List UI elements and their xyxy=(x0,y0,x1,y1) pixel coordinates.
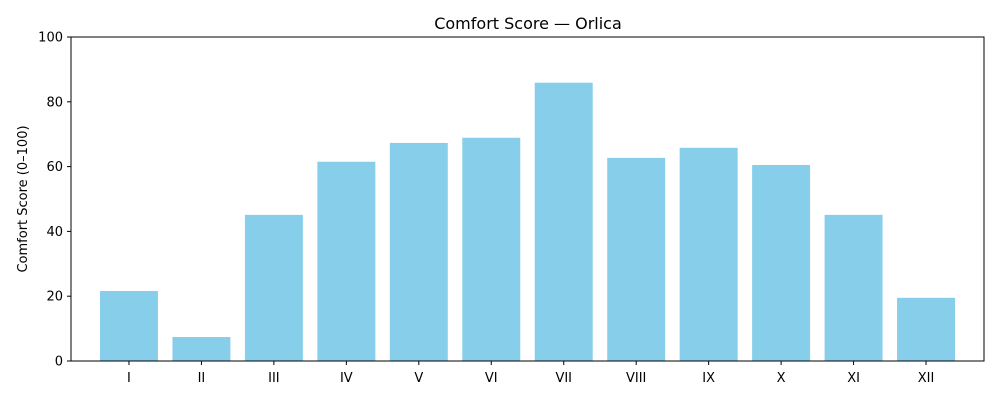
bar-VI xyxy=(462,137,521,361)
x-tick-label: VIII xyxy=(626,371,646,386)
y-tick-label: 0 xyxy=(55,355,63,370)
x-tick-label: XII xyxy=(918,371,935,386)
bar-III xyxy=(244,214,303,361)
y-tick-label: 100 xyxy=(38,31,63,46)
bar-I xyxy=(99,291,158,361)
y-tick-label: 20 xyxy=(46,290,63,305)
bar-VII xyxy=(534,82,593,362)
y-axis-ticks: 0 20 40 60 80 100 xyxy=(38,31,71,370)
chart-title: Comfort Score — Orlica xyxy=(434,14,622,33)
x-tick-label: II xyxy=(198,371,206,386)
y-tick-label: 60 xyxy=(46,160,63,175)
bar-X xyxy=(752,164,811,361)
x-tick-label: VI xyxy=(485,371,498,386)
x-tick-label: XI xyxy=(847,371,860,386)
bar-XI xyxy=(824,214,883,361)
bar-V xyxy=(389,142,448,361)
bar-II xyxy=(172,337,231,361)
bar-IV xyxy=(317,161,376,361)
x-tick-label: IV xyxy=(340,371,353,386)
y-axis-title: Comfort Score (0–100) xyxy=(16,125,31,272)
x-tick-label: X xyxy=(777,371,786,386)
bar-XII xyxy=(897,297,956,361)
x-tick-label: V xyxy=(414,371,423,386)
plot-area-frame xyxy=(70,36,985,362)
bars-group xyxy=(99,82,956,362)
bar-VIII xyxy=(607,157,666,361)
y-tick-label: 80 xyxy=(46,95,63,110)
x-tick-label: VII xyxy=(555,371,572,386)
x-tick-label: III xyxy=(268,371,280,386)
bar-IX xyxy=(679,147,738,361)
x-axis-ticks: I II III IV V VI VII VIII IX X XI XII xyxy=(127,361,934,386)
x-tick-label: IX xyxy=(702,371,715,386)
y-tick-label: 40 xyxy=(46,225,63,240)
x-tick-label: I xyxy=(127,371,131,386)
